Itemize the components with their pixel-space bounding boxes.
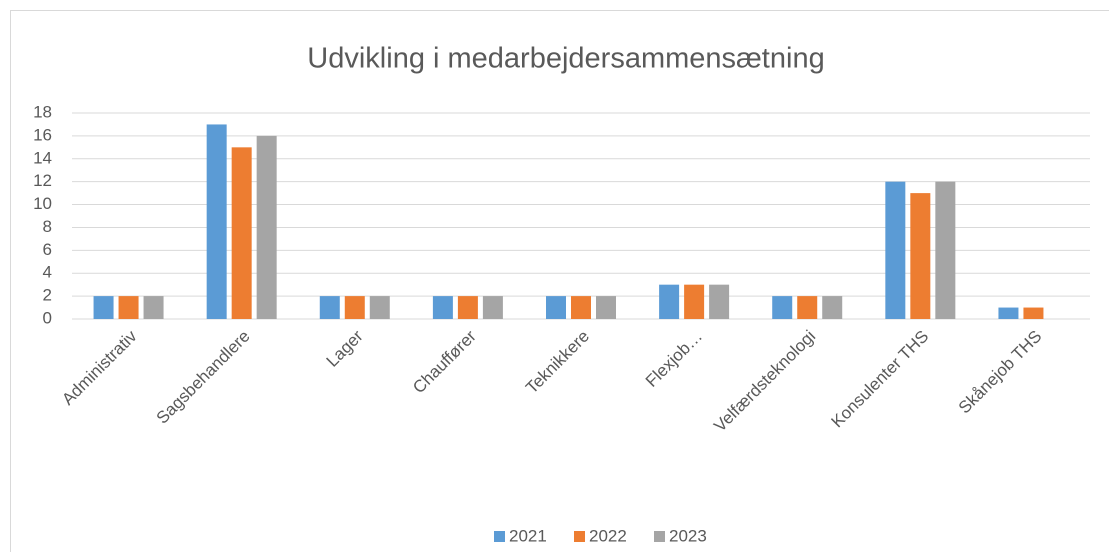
bar [910,193,931,319]
bar [457,296,478,319]
legend-label: 2023 [669,526,707,545]
bar [256,135,277,319]
y-tick-label: 4 [43,263,52,282]
legend-swatch [574,531,585,542]
legend-swatch [654,531,665,542]
bar [546,296,566,319]
chart-title: Udvikling i medarbejdersammensætning [307,43,824,75]
y-tick-label: 16 [33,125,52,144]
bar [369,296,390,319]
bar [319,296,340,319]
y-tick-label: 12 [33,171,52,190]
bar [432,296,453,319]
bar [344,296,365,319]
bar [709,284,730,319]
bar [596,296,616,319]
bar [143,296,164,319]
legend-label: 2021 [509,526,547,545]
bar [684,284,705,319]
bar [231,147,252,319]
bar [998,307,1019,319]
y-tick-label: 8 [43,217,52,236]
bar [822,296,843,319]
bar [571,296,591,319]
y-tick-label: 6 [43,240,52,259]
legend-swatch [494,531,505,542]
bar [935,181,956,319]
y-tick-label: 2 [43,286,52,305]
bar [93,296,114,319]
y-tick-label: 18 [33,102,52,121]
bar [482,296,503,319]
bar [885,181,906,319]
y-tick-label: 0 [43,308,52,327]
bar [118,296,139,319]
bar [1023,307,1044,319]
y-tick-label: 10 [33,194,52,213]
y-tick-label: 14 [33,148,52,167]
legend-label: 2022 [589,526,627,545]
bar [206,124,227,319]
bar [772,296,793,319]
bar [659,284,680,319]
bar [797,296,818,319]
